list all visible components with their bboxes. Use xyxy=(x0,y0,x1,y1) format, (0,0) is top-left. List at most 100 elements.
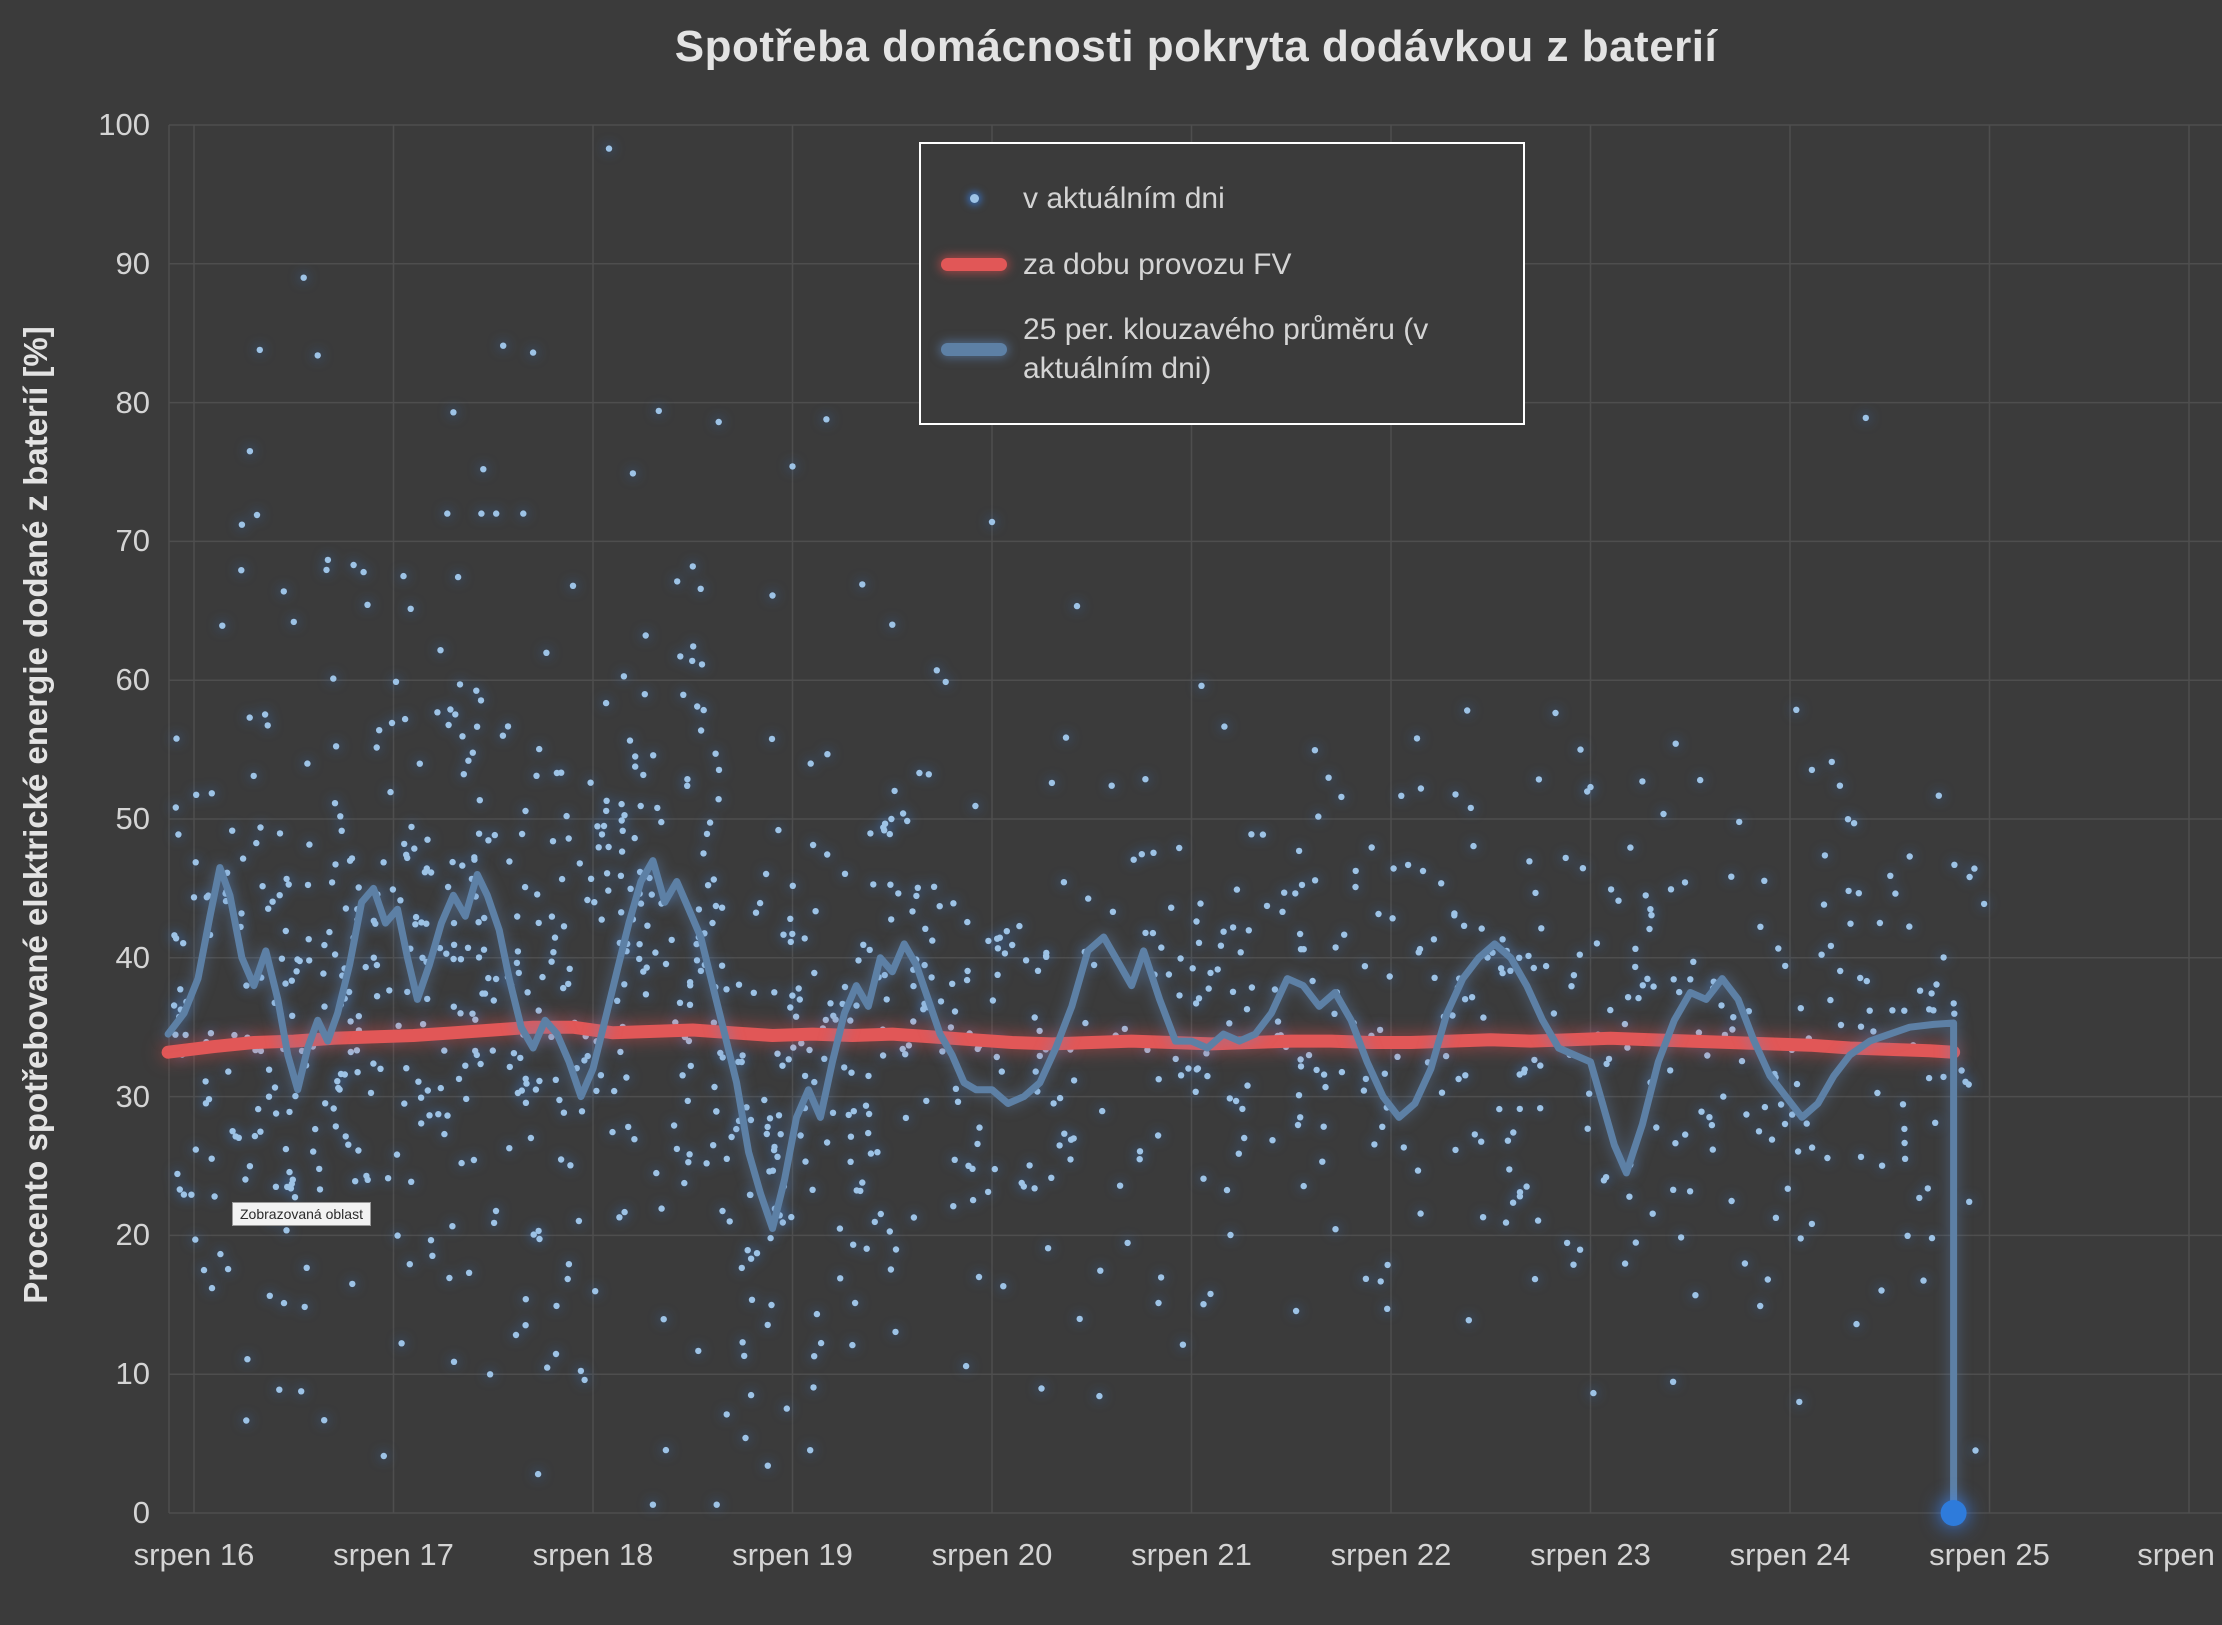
scatter-point xyxy=(954,1098,962,1106)
scatter-point xyxy=(395,1022,402,1029)
scatter-point xyxy=(1980,900,1988,908)
scatter-point xyxy=(232,1133,239,1140)
legend-item-pv-average[interactable]: za dobu provozu FV xyxy=(935,245,1517,284)
scatter-point xyxy=(253,511,261,519)
scatter-point xyxy=(1784,1185,1792,1192)
scatter-point xyxy=(1775,945,1782,952)
scatter-point xyxy=(679,1072,686,1079)
scatter-point xyxy=(193,791,200,798)
scatter-point xyxy=(566,965,573,972)
legend-item-moving-average[interactable]: 25 per. klouzavého průměru (v aktuálním … xyxy=(935,310,1517,388)
scatter-point xyxy=(637,802,644,810)
scatter-point xyxy=(449,858,456,866)
scatter-point xyxy=(809,841,817,849)
scatter-point xyxy=(1600,1177,1608,1184)
scatter-point xyxy=(1538,925,1545,932)
scatter-point xyxy=(480,946,488,953)
scatter-point xyxy=(1384,1261,1391,1269)
scatter-point xyxy=(306,841,313,848)
scatter-point xyxy=(1221,723,1228,730)
scatter-point xyxy=(642,632,649,639)
scatter-point xyxy=(310,1148,317,1155)
scatter-point xyxy=(1624,994,1632,1001)
scatter-point xyxy=(715,766,723,774)
scatter-point xyxy=(490,1219,498,1227)
scatter-point xyxy=(463,1095,470,1103)
scatter-point xyxy=(305,936,312,943)
scatter-point xyxy=(1352,867,1359,875)
scatter-point xyxy=(686,1151,693,1158)
scatter-point xyxy=(687,1062,694,1070)
scatter-point xyxy=(1138,851,1146,858)
legend[interactable]: v aktuálním dni za dobu provozu FV 25 pe… xyxy=(919,142,1525,425)
scatter-point xyxy=(617,1048,624,1056)
scatter-point xyxy=(1451,910,1458,917)
scatter-point xyxy=(1390,865,1397,872)
scatter-point xyxy=(1808,766,1816,774)
scatter-point xyxy=(312,1125,319,1133)
scatter-point xyxy=(1226,1095,1234,1102)
scatter-point xyxy=(1844,816,1852,823)
scatter-point xyxy=(1708,1121,1716,1129)
scatter-point xyxy=(529,349,537,356)
scatter-point xyxy=(522,1099,530,1107)
scatter-point xyxy=(1510,1129,1517,1136)
scatter-point xyxy=(444,1112,451,1119)
scatter-point xyxy=(853,1002,860,1009)
scatter-point xyxy=(424,995,431,1003)
scatter-point xyxy=(1297,1063,1305,1070)
scatter-point xyxy=(285,881,292,888)
scatter-point xyxy=(1499,969,1506,977)
scatter-point xyxy=(406,1261,413,1268)
scatter-point xyxy=(506,1063,513,1071)
scatter-point xyxy=(242,1176,249,1183)
scatter-point xyxy=(674,578,681,585)
scatter-point xyxy=(1772,1214,1780,1222)
scatter-point xyxy=(565,835,572,842)
scatter-point xyxy=(1417,785,1425,792)
scatter-point xyxy=(787,915,794,922)
scatter-point xyxy=(686,1001,694,1008)
scatter-point xyxy=(989,997,997,1004)
scatter-point xyxy=(640,771,647,779)
scatter-point xyxy=(536,1235,543,1243)
scatter-point xyxy=(1878,1162,1886,1169)
scatter-point xyxy=(1325,774,1332,781)
scatter-point xyxy=(1874,1089,1881,1097)
scatter-point xyxy=(584,896,591,904)
scatter-point xyxy=(829,1109,837,1117)
scatter-point xyxy=(845,1111,852,1119)
scatter-point xyxy=(964,967,971,975)
scatter-point xyxy=(1452,1146,1459,1154)
scatter-point xyxy=(1837,967,1844,975)
scatter-point xyxy=(1870,1028,1877,1035)
scatter-point xyxy=(350,561,357,569)
scatter-point xyxy=(563,812,570,820)
scatter-point xyxy=(211,1193,218,1200)
scatter-point xyxy=(1534,1217,1542,1224)
scatter-point xyxy=(1720,1093,1727,1100)
scatter-point xyxy=(733,1125,740,1133)
scatter-point xyxy=(614,997,621,1004)
scatter-point xyxy=(347,1018,354,1025)
scatter-point xyxy=(393,1151,401,1158)
scatter-point xyxy=(747,1116,755,1124)
scatter-point xyxy=(1650,983,1657,990)
scatter-point xyxy=(450,409,457,416)
scatter-point xyxy=(1248,984,1256,991)
scatter-point xyxy=(888,916,895,923)
scatter-point xyxy=(713,1501,720,1508)
scatter-point xyxy=(1958,1067,1965,1074)
legend-item-current-day[interactable]: v aktuálním dni xyxy=(935,179,1517,218)
scatter-point xyxy=(1542,962,1550,970)
scatter-point xyxy=(785,1056,792,1063)
scatter-point xyxy=(265,1066,273,1073)
scatter-point xyxy=(421,869,429,876)
scatter-point xyxy=(192,1146,199,1153)
scatter-point xyxy=(1244,1082,1251,1089)
scatter-point xyxy=(565,980,572,988)
scatter-point xyxy=(1729,1026,1736,1033)
scatter-point xyxy=(362,963,369,971)
scatter-point xyxy=(1032,1068,1039,1075)
scatter-point xyxy=(789,882,796,889)
